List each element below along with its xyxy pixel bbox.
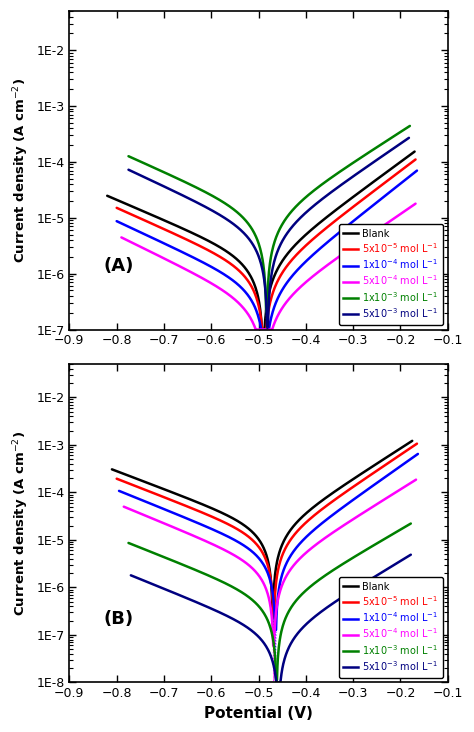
Y-axis label: Current density (A cm$^{-2}$): Current density (A cm$^{-2}$) <box>11 430 31 616</box>
Text: (B): (B) <box>103 610 134 628</box>
Text: (A): (A) <box>103 257 134 274</box>
Legend: Blank, 5x10$^{-5}$ mol L$^{-1}$, 1x10$^{-4}$ mol L$^{-1}$, 5x10$^{-4}$ mol L$^{-: Blank, 5x10$^{-5}$ mol L$^{-1}$, 1x10$^{… <box>338 224 443 325</box>
X-axis label: Potential (V): Potential (V) <box>204 706 313 721</box>
Y-axis label: Current density (A cm$^{-2}$): Current density (A cm$^{-2}$) <box>11 78 31 263</box>
Legend: Blank, 5x10$^{-5}$ mol L$^{-1}$, 1x10$^{-4}$ mol L$^{-1}$, 5x10$^{-4}$ mol L$^{-: Blank, 5x10$^{-5}$ mol L$^{-1}$, 1x10$^{… <box>338 577 443 678</box>
